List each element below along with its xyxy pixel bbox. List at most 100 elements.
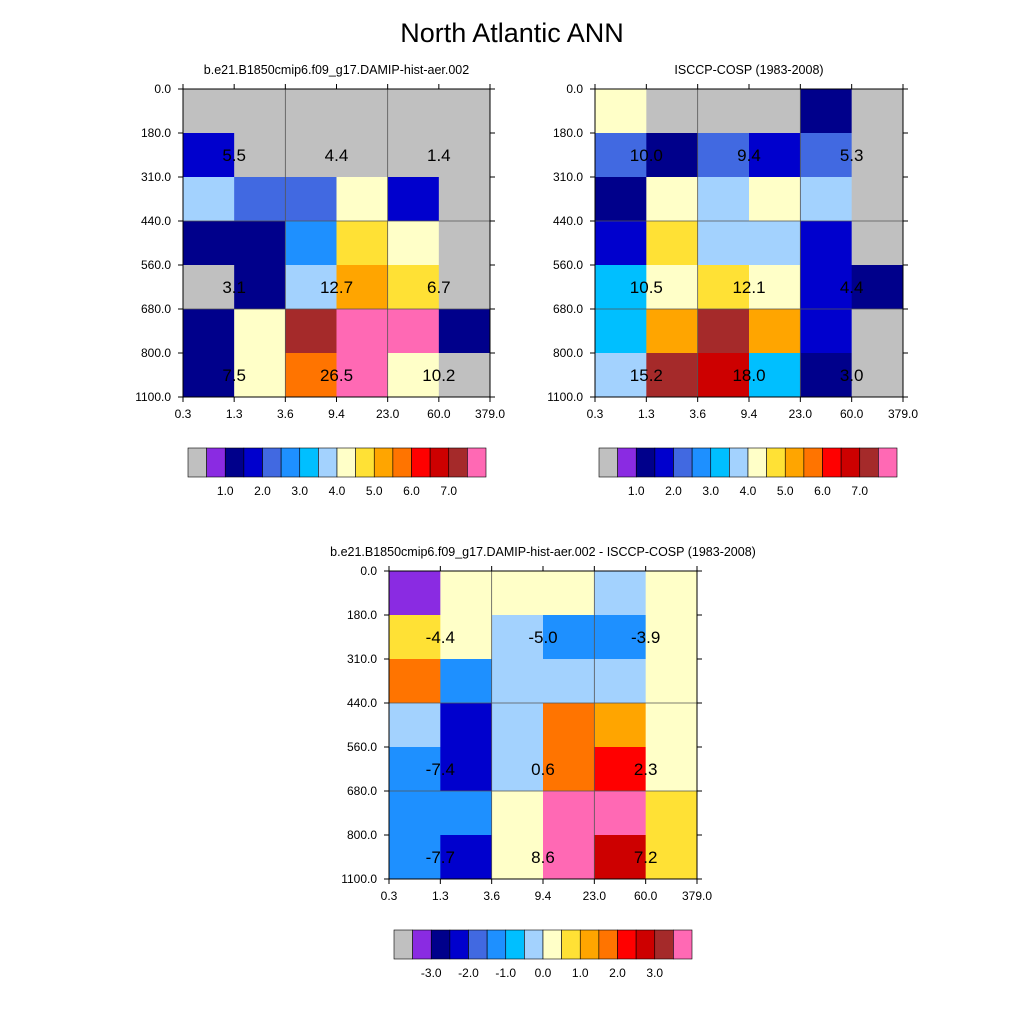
heatmap-cell <box>389 703 441 748</box>
cell-value-label: 12.1 <box>732 278 765 297</box>
y-tick-label: 310.0 <box>141 170 171 184</box>
heatmap-cell <box>491 791 544 836</box>
heatmap-cell <box>183 353 235 398</box>
heatmap-cell <box>851 177 904 222</box>
y-tick-label: 310.0 <box>347 652 377 666</box>
heatmap-cell <box>440 659 493 704</box>
x-tick-label: 23.0 <box>789 407 813 421</box>
heatmap-cell <box>491 703 544 748</box>
cell-value-label: 7.5 <box>222 366 246 385</box>
colorbar-label: 2.0 <box>665 484 682 498</box>
colorbar-box <box>673 447 693 478</box>
heatmap-cell <box>697 89 750 134</box>
y-tick-label: 1100.0 <box>341 872 377 886</box>
colorbar-box <box>617 447 637 478</box>
x-tick-label: 0.3 <box>175 407 192 421</box>
x-tick-label: 9.4 <box>328 407 345 421</box>
heatmap-cell <box>749 221 801 266</box>
heatmap-cell <box>438 353 491 398</box>
heatmap-cell <box>389 571 441 616</box>
heatmap-cell <box>389 615 441 660</box>
heatmap-cell <box>594 703 647 748</box>
heatmap-cell <box>800 177 853 222</box>
cell-value-label: -5.0 <box>528 628 557 647</box>
cell-value-label: 10.2 <box>422 366 455 385</box>
colorbar-box <box>206 447 226 478</box>
cell-value-label: 6.7 <box>427 278 451 297</box>
heatmap-cell <box>491 747 544 792</box>
heatmap-cell <box>697 133 750 178</box>
colorbar-box <box>840 447 861 478</box>
heatmap-cell <box>697 221 750 266</box>
colorbar-label: 5.0 <box>777 484 794 498</box>
x-tick-label: 379.0 <box>682 889 712 903</box>
heatmap-cell <box>800 89 853 134</box>
heatmap-cell <box>285 353 337 398</box>
heatmap-cell <box>389 659 441 704</box>
heatmap-cell <box>389 791 441 836</box>
colorbar-box <box>411 447 431 478</box>
heatmap-cell <box>183 177 235 222</box>
heatmap-cell <box>645 571 698 616</box>
colorbar-box <box>224 447 245 478</box>
y-tick-label: 560.0 <box>553 258 583 272</box>
heatmap-cell <box>438 177 491 222</box>
heatmap-cell <box>595 353 647 398</box>
cell-value-label: 9.4 <box>737 146 761 165</box>
heatmap-cell <box>697 353 750 398</box>
y-tick-label: 180.0 <box>141 126 171 140</box>
heatmap-cell <box>183 133 235 178</box>
cell-value-label: 4.4 <box>840 278 864 297</box>
colorbar-label: 0.0 <box>535 966 552 980</box>
colorbar-box <box>448 447 468 478</box>
colorbar-box <box>524 929 544 960</box>
heatmap-cell <box>387 265 440 310</box>
cell-value-label: -3.9 <box>631 628 660 647</box>
x-tick-label: 1.3 <box>226 407 243 421</box>
x-tick-label: 60.0 <box>427 407 451 421</box>
heatmap-cell <box>595 221 647 266</box>
heatmap-cell <box>438 221 491 266</box>
cell-value-label: 3.1 <box>222 278 246 297</box>
heatmap-cell <box>543 747 595 792</box>
colorbar-label: 5.0 <box>366 484 383 498</box>
x-tick-label: 23.0 <box>376 407 400 421</box>
heatmap-cell <box>440 571 493 616</box>
colorbar-box <box>579 929 600 960</box>
colorbar-box <box>710 447 730 478</box>
colorbar-label: -1.0 <box>495 966 516 980</box>
heatmap-cell <box>646 133 699 178</box>
colorbar-box <box>468 929 488 960</box>
heatmap-cell <box>645 791 698 836</box>
heatmap-cell <box>389 835 441 880</box>
heatmap-cell <box>595 265 647 310</box>
heatmap-cell <box>234 353 286 398</box>
cell-value-label: 0.6 <box>531 760 555 779</box>
heatmap-cell <box>387 89 440 134</box>
colorbar-box <box>318 447 338 478</box>
colorbar-label: 2.0 <box>609 966 626 980</box>
cell-value-label: 12.7 <box>320 278 353 297</box>
y-tick-label: 0.0 <box>360 564 377 578</box>
heatmap-cell <box>336 177 389 222</box>
x-tick-label: 23.0 <box>583 889 607 903</box>
heatmap-cell <box>491 835 544 880</box>
cell-value-label: 1.4 <box>427 146 451 165</box>
colorbar-box <box>355 447 375 478</box>
heatmap-cell <box>336 265 389 310</box>
heatmap-cell <box>800 221 853 266</box>
heatmap-cell <box>595 177 647 222</box>
colorbar-box <box>486 929 507 960</box>
heatmap-cell <box>645 659 698 704</box>
x-tick-label: 60.0 <box>634 889 658 903</box>
cell-value-label: 3.0 <box>840 366 864 385</box>
heatmap-cell <box>594 659 647 704</box>
cell-value-label: 10.0 <box>630 146 663 165</box>
colorbar-box <box>299 447 319 478</box>
colorbar-box <box>467 447 487 478</box>
heatmap-cell <box>543 791 595 836</box>
cell-value-label: 8.6 <box>531 848 555 867</box>
cell-value-label: 15.2 <box>630 366 663 385</box>
heatmap-cell <box>646 309 699 354</box>
heatmap-cell <box>851 353 904 398</box>
